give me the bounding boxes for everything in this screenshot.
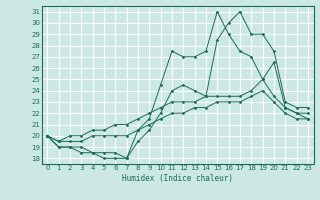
X-axis label: Humidex (Indice chaleur): Humidex (Indice chaleur) [122,174,233,183]
